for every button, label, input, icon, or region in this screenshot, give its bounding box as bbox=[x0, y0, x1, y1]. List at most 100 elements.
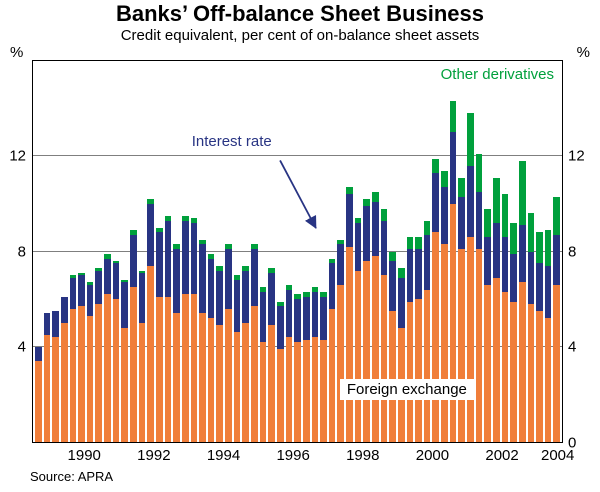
bar-segment-interest-rate bbox=[475, 191, 483, 250]
x-tick-label: 2004 bbox=[541, 447, 575, 464]
bar-segment-interest-rate bbox=[397, 277, 405, 328]
bar-segment-other-derivatives bbox=[155, 227, 163, 233]
bar-segment-interest-rate bbox=[112, 263, 120, 300]
bar-segment-foreign-exchange bbox=[35, 361, 42, 442]
bar-1990Q3 bbox=[86, 61, 94, 442]
bar-segment-other-derivatives bbox=[268, 268, 275, 273]
x-tick-label: 1996 bbox=[276, 447, 310, 464]
bar-1989Q4 bbox=[60, 61, 68, 442]
bar-segment-interest-rate bbox=[225, 249, 232, 309]
bar-segment-other-derivatives bbox=[311, 287, 319, 292]
bar-segment-foreign-exchange bbox=[112, 299, 120, 442]
bar-segment-foreign-exchange bbox=[320, 339, 327, 442]
bar-segment-other-derivatives bbox=[320, 292, 327, 297]
bar-1999Q2 bbox=[389, 61, 396, 442]
bar-segment-interest-rate bbox=[415, 249, 422, 300]
bar-1992Q2 bbox=[147, 61, 154, 442]
y-axis-unit-left: % bbox=[10, 44, 24, 61]
bar-segment-interest-rate bbox=[35, 346, 42, 362]
bar-segment-interest-rate bbox=[432, 172, 440, 233]
plot-area: Interest rate Other derivatives Foreign … bbox=[32, 60, 563, 443]
bar-segment-other-derivatives bbox=[138, 270, 146, 273]
bar-1991Q3 bbox=[121, 61, 129, 442]
bar-segment-interest-rate bbox=[371, 201, 379, 257]
bar-1996Q2 bbox=[285, 61, 293, 442]
bar-segment-interest-rate bbox=[104, 258, 111, 295]
bar-1999Q4 bbox=[406, 61, 414, 442]
bar-segment-interest-rate bbox=[69, 277, 77, 309]
bar-segment-other-derivatives bbox=[337, 239, 345, 245]
bar-1996Q4 bbox=[302, 61, 310, 442]
bar-1995Q1 bbox=[242, 61, 250, 442]
bar-segment-interest-rate bbox=[527, 251, 535, 304]
bar-segment-other-derivatives bbox=[527, 213, 535, 252]
bar-2001Q3 bbox=[467, 61, 474, 442]
bar-segment-foreign-exchange bbox=[259, 342, 267, 442]
bar-2001Q2 bbox=[458, 61, 466, 442]
bar-segment-foreign-exchange bbox=[553, 284, 561, 442]
bar-segment-interest-rate bbox=[60, 296, 68, 323]
bar-1996Q3 bbox=[294, 61, 301, 442]
bar-1991Q4 bbox=[130, 61, 137, 442]
bar-segment-interest-rate bbox=[130, 234, 137, 288]
bar-segment-interest-rate bbox=[441, 187, 448, 245]
bar-1994Q2 bbox=[216, 61, 224, 442]
bar-segment-other-derivatives bbox=[510, 222, 517, 254]
bar-segment-interest-rate bbox=[346, 194, 353, 247]
bar-1997Q2 bbox=[320, 61, 327, 442]
bar-segment-foreign-exchange bbox=[458, 249, 466, 442]
bar-segment-interest-rate bbox=[216, 270, 224, 326]
bar-segment-foreign-exchange bbox=[121, 327, 129, 442]
bar-segment-interest-rate bbox=[207, 258, 215, 319]
bar-segment-foreign-exchange bbox=[371, 256, 379, 442]
bar-segment-interest-rate bbox=[337, 244, 345, 285]
bar-segment-other-derivatives bbox=[199, 239, 206, 245]
bar-segment-other-derivatives bbox=[441, 170, 448, 188]
bar-segment-other-derivatives bbox=[328, 258, 336, 264]
bar-segment-other-derivatives bbox=[518, 161, 526, 226]
bar-segment-foreign-exchange bbox=[380, 275, 388, 442]
bar-segment-interest-rate bbox=[518, 225, 526, 283]
y-axis-unit-right: % bbox=[576, 44, 590, 61]
bar-segment-foreign-exchange bbox=[406, 301, 414, 442]
gridline-8 bbox=[33, 250, 562, 252]
bar-1997Q4 bbox=[337, 61, 345, 442]
x-axis-labels: 1990 1992 1994 1996 1998 2000 2002 2004 bbox=[32, 447, 575, 465]
bar-1998Q4 bbox=[371, 61, 379, 442]
bar-segment-other-derivatives bbox=[78, 272, 85, 276]
bar-1993Q2 bbox=[181, 61, 189, 442]
bar-segment-other-derivatives bbox=[294, 294, 301, 300]
bar-segment-foreign-exchange bbox=[268, 325, 275, 442]
x-tick-label: 1990 bbox=[67, 447, 101, 464]
bar-segment-foreign-exchange bbox=[363, 261, 370, 442]
bar-segment-foreign-exchange bbox=[467, 237, 474, 442]
y-tick-label: 0 bbox=[568, 434, 577, 452]
bar-1993Q4 bbox=[199, 61, 206, 442]
bar-segment-interest-rate bbox=[328, 263, 336, 309]
bar-1995Q2 bbox=[251, 61, 258, 442]
bar-segment-other-derivatives bbox=[492, 177, 500, 223]
bar-segment-foreign-exchange bbox=[337, 284, 345, 442]
y-tick-label: 8 bbox=[568, 243, 577, 260]
bar-segment-other-derivatives bbox=[415, 237, 422, 250]
bar-segment-other-derivatives bbox=[475, 153, 483, 192]
bar-segment-foreign-exchange bbox=[415, 299, 422, 442]
bar-segment-interest-rate bbox=[259, 292, 267, 342]
bar-segment-other-derivatives bbox=[259, 287, 267, 292]
annotation-foreign-exchange: Foreign exchange bbox=[339, 379, 474, 401]
bar-segment-interest-rate bbox=[268, 272, 275, 326]
bar-2003Q3 bbox=[536, 61, 543, 442]
bar-2002Q4 bbox=[510, 61, 517, 442]
x-tick-label: 1998 bbox=[346, 447, 380, 464]
bar-segment-foreign-exchange bbox=[242, 322, 250, 442]
bar-1998Q3 bbox=[363, 61, 370, 442]
bar-segment-interest-rate bbox=[311, 292, 319, 338]
bar-1992Q3 bbox=[155, 61, 163, 442]
y-axis-labels-left: 4 8 12 bbox=[0, 60, 29, 443]
bar-1990Q1 bbox=[69, 61, 77, 442]
bar-segment-foreign-exchange bbox=[52, 337, 59, 442]
bar-segment-foreign-exchange bbox=[501, 291, 509, 442]
bar-1993Q1 bbox=[173, 61, 180, 442]
bar-1989Q2 bbox=[43, 61, 51, 442]
